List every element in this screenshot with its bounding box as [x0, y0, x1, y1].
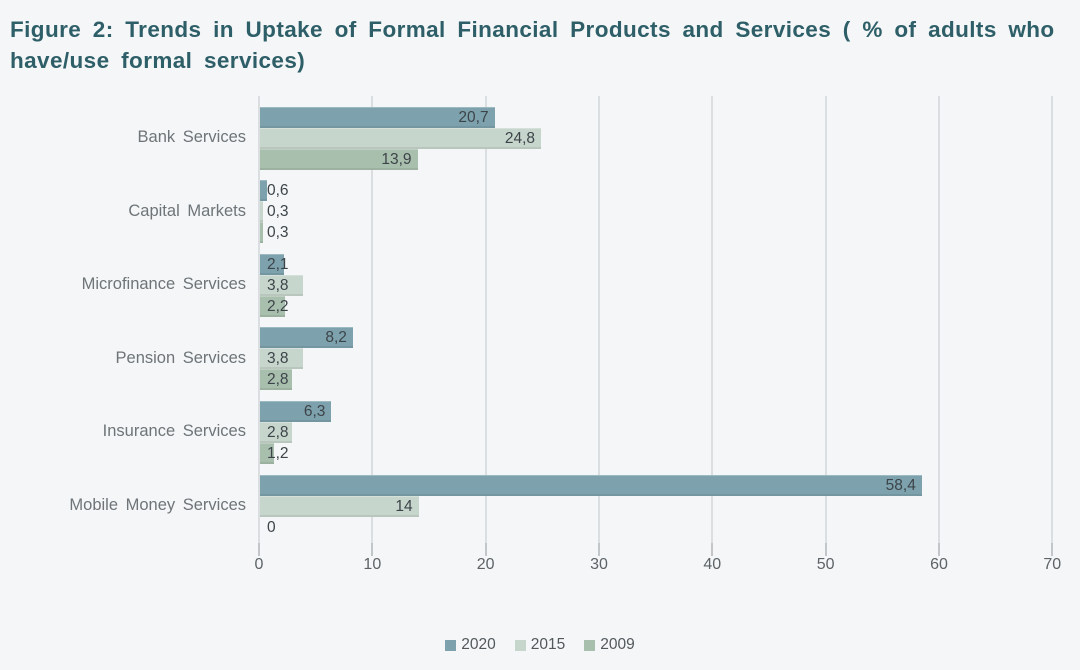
- x-axis-tick-label: 10: [363, 556, 382, 573]
- bar-2020: [260, 400, 332, 422]
- bar-value-label: 0,3: [267, 203, 289, 221]
- chart-legend: 2020 2015 2009: [0, 636, 1080, 654]
- bar-value-label: 58,4: [885, 476, 916, 494]
- x-axis-tick-label: 0: [254, 556, 264, 573]
- bar-2009: [260, 369, 292, 391]
- category-label: Mobile Money Services: [69, 496, 246, 514]
- legend-label: 2015: [530, 636, 566, 653]
- gridline: [937, 96, 940, 543]
- bar-2020: [260, 180, 267, 202]
- x-axis-tick-label: 20: [476, 556, 495, 573]
- bar-value-label: 2,1: [267, 255, 289, 273]
- legend-swatch-icon: [584, 639, 596, 651]
- legend-label: 2009: [600, 636, 635, 653]
- legend-swatch-icon: [514, 639, 526, 651]
- gridline: [1051, 96, 1054, 543]
- legend-label: 2020: [461, 636, 496, 653]
- axis-tick: [484, 543, 487, 556]
- bar-value-label: 24,8: [504, 129, 536, 147]
- bar-value-label: 0: [267, 518, 276, 536]
- category-label: Bank Services: [137, 128, 246, 146]
- bar-value-label: 20,7: [458, 108, 489, 126]
- x-axis-tick-label: 30: [590, 556, 608, 573]
- gridline: [711, 96, 714, 543]
- gridline: [371, 96, 374, 543]
- x-axis-tick-label: 50: [816, 556, 835, 573]
- bar-2015: [260, 421, 292, 443]
- legend-item-2020: 2020: [445, 636, 496, 654]
- gridline: [597, 96, 600, 543]
- axis-tick: [371, 543, 374, 556]
- legend-item-2009: 2009: [584, 636, 635, 654]
- x-axis-tick-label: 60: [930, 556, 948, 573]
- bar-2009: [260, 222, 264, 244]
- bar-2020: [260, 474, 922, 496]
- bar-value-label: 3,8: [267, 276, 289, 294]
- bar-2009: [260, 295, 285, 317]
- legend-swatch-icon: [445, 639, 457, 651]
- category-label: Capital Markets: [128, 201, 246, 220]
- bar-2020: [260, 253, 284, 275]
- gridline: [824, 96, 827, 543]
- bar-2015: [260, 127, 542, 149]
- axis-tick: [937, 543, 940, 556]
- bar-value-label: 2,8: [267, 423, 289, 441]
- category-label: Microfinance Services: [81, 275, 246, 294]
- legend-item-2015: 2015: [514, 636, 566, 654]
- bar-2020: [260, 327, 353, 349]
- bar-2015: [260, 201, 264, 223]
- axis-tick: [258, 543, 260, 556]
- bar-2009: [260, 442, 274, 464]
- category-label: Pension Services: [115, 348, 246, 367]
- bar-value-label: 8,2: [325, 329, 347, 347]
- x-axis-tick-label: 70: [1043, 556, 1062, 573]
- bar-value-label: 14: [395, 497, 413, 515]
- axis-tick: [597, 543, 600, 556]
- bar-2015: [260, 495, 419, 517]
- bar-value-label: 13,9: [381, 150, 412, 168]
- x-axis-tick-label: 40: [703, 556, 722, 573]
- bar-value-label: 1,2: [267, 444, 289, 462]
- category-label: Insurance Services: [102, 422, 246, 441]
- bar-2009: [260, 148, 418, 170]
- bar-value-label: 3,8: [267, 350, 289, 368]
- bar-value-label: 2,8: [267, 371, 289, 389]
- gridline: [258, 96, 260, 543]
- bar-value-label: 6,3: [303, 402, 326, 420]
- bar-value-label: 0,3: [267, 224, 289, 242]
- bar-2015: [260, 348, 304, 370]
- figure-title: Figure 2: Trends in Uptake of Formal Fin…: [10, 17, 1055, 73]
- bar-2020: [260, 106, 495, 128]
- bar-value-label: 2,2: [267, 297, 289, 315]
- bar-2015: [260, 274, 304, 296]
- axis-tick: [824, 543, 827, 556]
- axis-tick: [711, 543, 714, 556]
- gridline: [484, 96, 487, 543]
- bar-value-label: 0,6: [267, 182, 289, 200]
- axis-tick: [1051, 543, 1054, 556]
